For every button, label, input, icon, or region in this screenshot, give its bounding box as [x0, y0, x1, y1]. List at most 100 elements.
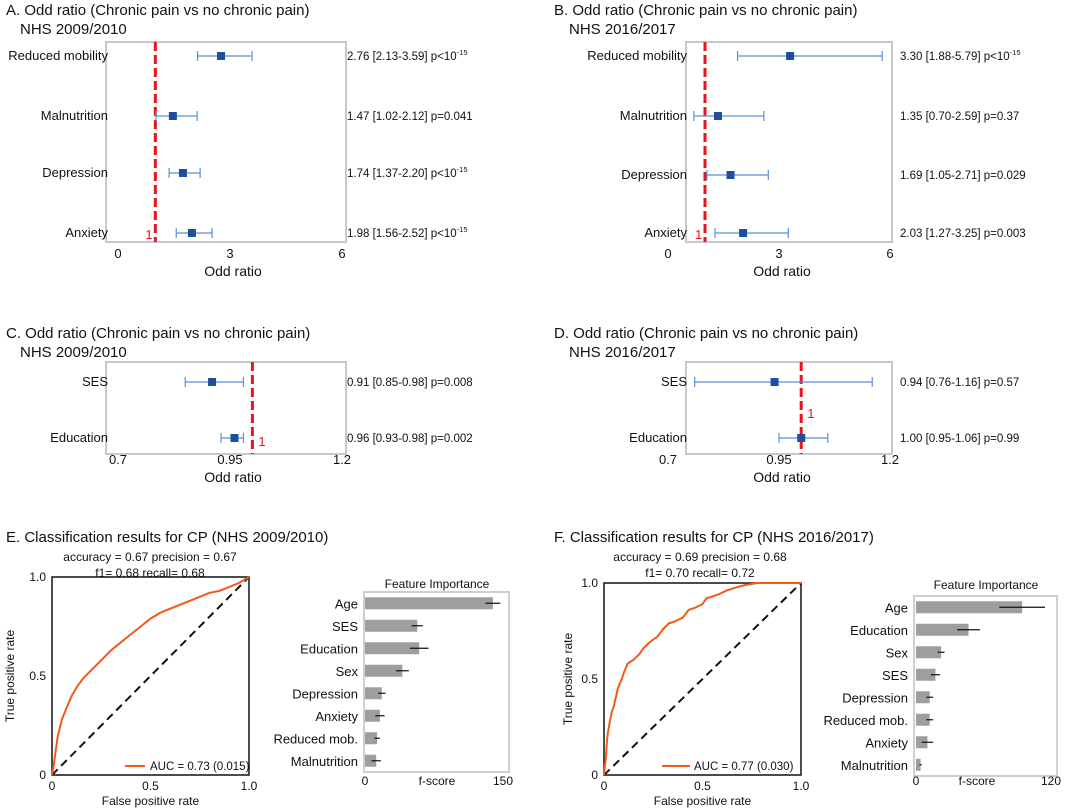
odds-ratio-marker — [217, 52, 226, 60]
x-axis-label: Odd ratio — [204, 263, 262, 279]
odds-ratio-marker — [713, 112, 722, 120]
forest-plot-b: 1 Reduced mobility 3.30 [1.88-5.79] p<10-1… — [587, 41, 1026, 279]
chance-diagonal — [603, 582, 802, 776]
odds-ratio-marker — [208, 378, 217, 386]
importance-bar — [916, 646, 942, 659]
row-label: Education — [50, 430, 108, 445]
panel-f-title: F. Classification results for CP (NHS 20… — [554, 529, 874, 546]
y-tick-label: 0.5 — [29, 669, 46, 683]
row-label: Anxiety — [65, 225, 108, 240]
row-label: Reduced mobility — [587, 48, 687, 63]
p-exponent: -15 — [457, 225, 468, 234]
feature-importance-e: Feature Importance Age SES Education Sex Depr… — [273, 577, 513, 788]
x-tick-label: 0 — [601, 779, 608, 793]
x-tick-label: 0 — [114, 246, 121, 261]
roc-frame — [51, 576, 250, 776]
forest-plot-d: 1 SES 0.94 [0.76-1.16] p=0.57 Education 1.00… — [629, 361, 1019, 485]
importance-bar — [916, 691, 930, 704]
roc-curve-e: accuracy = 0.67 precision = 0.67 f1= 0.68… — [3, 550, 258, 808]
roc-series-line — [603, 582, 801, 776]
reference-label: 1 — [258, 434, 265, 449]
row-estimate-text: 0.96 [0.93-0.98] p=0.002 — [347, 433, 473, 445]
panel-c-title: C. Odd ratio (Chronic pain vs no chronic… — [6, 325, 310, 342]
x-tick-label: 0 — [49, 779, 56, 793]
y-tick-label: 0 — [39, 768, 46, 782]
importance-bar — [916, 601, 1023, 614]
x-axis-label: False positive rate — [654, 794, 752, 808]
row-estimate-text: 1.35 [0.70-2.59] p=0.37 — [900, 111, 1019, 123]
x-axis-label: Odd ratio — [204, 469, 262, 485]
x-axis-label: Odd ratio — [753, 263, 811, 279]
x-axis-label: f-score — [959, 774, 996, 788]
p-exponent: -15 — [1010, 48, 1021, 57]
panel-b-subtitle: NHS 2016/2017 — [569, 21, 676, 38]
panel-c-subtitle: NHS 2009/2010 — [20, 344, 127, 361]
row-estimate-text: 1.47 [1.02-2.12] p=0.041 — [347, 111, 473, 123]
panel-b-title: B. Odd ratio (Chronic pain vs no chronic… — [554, 2, 857, 19]
row-estimate-text: 2.76 [2.13-3.59] p<10-15 — [347, 48, 468, 63]
reference-label: 1 — [695, 227, 702, 242]
row-label: Depression — [621, 167, 687, 182]
x-tick-label: 0 — [664, 246, 671, 261]
chance-diagonal — [51, 576, 250, 776]
legend-label: AUC = 0.73 (0.015) — [150, 761, 250, 773]
importance-bar — [365, 664, 403, 677]
plot-frame — [913, 595, 1058, 777]
x-tick-label: 0.5 — [694, 779, 711, 793]
x-tick-label: 0.95 — [766, 452, 791, 467]
row-estimate-text: 0.91 [0.85-0.98] p=0.008 — [347, 377, 473, 389]
p-exponent: -15 — [457, 165, 468, 174]
x-tick-label: 120 — [1041, 774, 1061, 788]
bar-chart-title: Feature Importance — [934, 578, 1039, 592]
importance-bar — [365, 754, 377, 767]
importance-bar — [916, 623, 969, 636]
x-tick-label: 0 — [362, 774, 369, 788]
x-tick-label: 0 — [913, 774, 920, 788]
roc-series-line — [51, 576, 250, 776]
legend-label: AUC = 0.77 (0.030) — [694, 761, 794, 773]
odds-ratio-marker — [230, 434, 239, 442]
plot-frame — [685, 361, 893, 455]
x-tick-label: 1.0 — [793, 779, 810, 793]
roc-curve-f: accuracy = 0.69 precision = 0.68 f1= 0.70… — [561, 550, 810, 808]
row-label: Malnutrition — [620, 108, 687, 123]
x-tick-label: 1.2 — [333, 452, 351, 467]
row-estimate-text: 1.69 [1.05-2.71] p=0.029 — [900, 170, 1026, 182]
plot-frame — [685, 41, 893, 243]
importance-bar — [916, 758, 921, 771]
row-label: Depression — [42, 165, 108, 180]
x-axis-label: f-score — [419, 774, 456, 788]
importance-bar — [916, 713, 930, 726]
importance-bar — [365, 732, 378, 745]
category-label: Depression — [842, 690, 908, 705]
category-label: Malnutrition — [841, 758, 908, 773]
row-estimate-text: 2.03 [1.27-3.25] p=0.003 — [900, 228, 1026, 240]
importance-bar — [365, 709, 380, 722]
row-label: Anxiety — [644, 225, 687, 240]
odds-ratio-marker — [770, 378, 779, 386]
category-label: Sex — [336, 664, 359, 679]
y-tick-label: 0.5 — [581, 672, 598, 686]
importance-bar — [365, 597, 493, 610]
panel-a-subtitle: NHS 2009/2010 — [20, 21, 127, 38]
row-estimate-text: 1.98 [1.56-2.52] p<10-15 — [347, 225, 468, 240]
y-tick-label: 0 — [591, 768, 598, 782]
category-label: Malnutrition — [291, 754, 358, 769]
category-label: Depression — [292, 686, 358, 701]
category-label: Anxiety — [865, 735, 908, 750]
x-tick-label: 0.95 — [217, 452, 242, 467]
category-label: SES — [882, 668, 908, 683]
feature-importance-f: Feature Importance Age Education Sex SES Depr… — [823, 578, 1061, 788]
bar-chart-title: Feature Importance — [385, 577, 490, 591]
forest-plot-a: 1 Reduced mobility 2.76 [2.13-3.59] p<10-1… — [8, 41, 473, 279]
importance-bar — [365, 619, 418, 632]
forest-plot-c: 1 SES 0.91 [0.85-0.98] p=0.008 Education 0.9… — [50, 361, 473, 485]
plot-frame — [105, 361, 347, 455]
x-tick-label: 0.5 — [142, 779, 159, 793]
x-tick-label: 3 — [226, 246, 233, 261]
plot-frame — [105, 41, 347, 243]
category-label: SES — [332, 619, 358, 634]
category-label: Age — [335, 596, 358, 611]
x-tick-label: 1.2 — [881, 452, 899, 467]
importance-bar — [365, 642, 420, 655]
